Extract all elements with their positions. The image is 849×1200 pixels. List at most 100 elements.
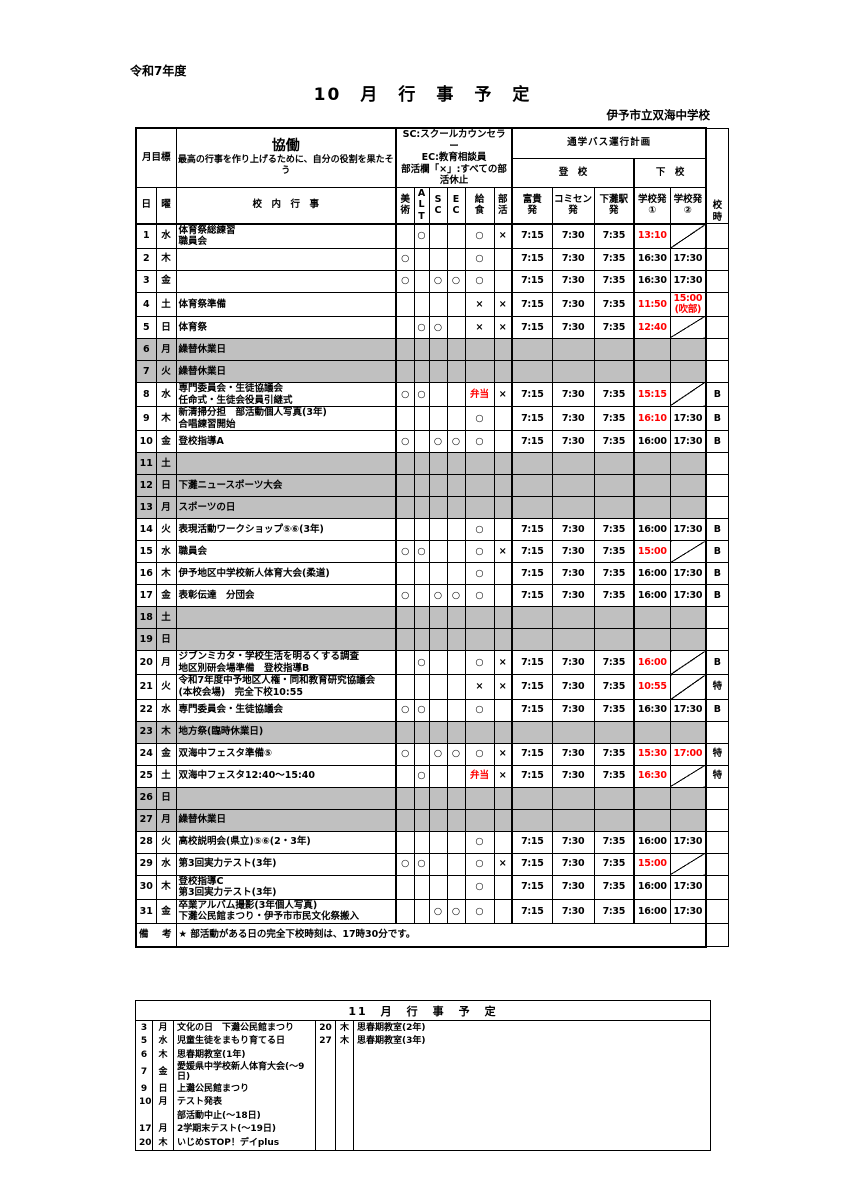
art-mark — [395, 291, 415, 317]
schedule-code — [705, 628, 729, 652]
legend-notes: SC:スクールカウンセラー EC:教育相談員 部活欄「×」:すべての部活休止 — [395, 126, 513, 188]
station-time — [593, 359, 635, 383]
nov-weekday-cell: 金 — [152, 1061, 174, 1083]
goal-text: 最高の行事を作り上げるために、自分の役割を果たそう — [177, 154, 394, 176]
lunch-mark: ○ — [464, 698, 495, 722]
weekday-cell: 水 — [155, 540, 177, 564]
school-dep2-time — [669, 474, 708, 498]
day-cell: 21 — [135, 674, 157, 700]
sc-mark — [428, 474, 448, 498]
fuki-time: 7:15 — [511, 540, 553, 564]
weekday-cell: 土 — [155, 452, 177, 476]
october-day-row: 17 金表彰伝達 分団会 ○ ○ ○ ○ 7:15 7:30 7:35 16:00 17:30 B — [135, 584, 729, 608]
alt-mark — [413, 898, 430, 924]
club-column-header: 部 活 — [493, 186, 513, 225]
events-cell — [175, 452, 397, 476]
nov-weekday-cell: 水 — [152, 1034, 174, 1048]
schedule-code — [705, 359, 729, 383]
october-day-row: 29 水第3回実力テスト(3年) ○ ○ ○ × 7:15 7:30 7:35 15:00 — [135, 852, 729, 876]
sc-mark — [428, 247, 448, 271]
station-time: 7:35 — [593, 247, 635, 271]
comisen-time: 7:30 — [551, 562, 595, 586]
ec-mark — [446, 874, 466, 900]
schedule-code — [705, 247, 729, 271]
station-time: 7:35 — [593, 223, 635, 249]
day-cell: 25 — [135, 764, 157, 788]
school-dep1-time — [633, 786, 671, 810]
ec-mark — [446, 764, 466, 788]
comisen-time: 7:30 — [551, 406, 595, 432]
school-dep2-time — [669, 764, 708, 788]
club-mark — [493, 430, 513, 454]
day-cell: 24 — [135, 742, 157, 766]
ec-mark — [446, 606, 466, 630]
day-column-header: 日 — [135, 186, 157, 225]
nov-weekday-cell — [335, 1095, 354, 1110]
day-cell: 5 — [135, 315, 157, 339]
alt-mark — [413, 474, 430, 498]
alt-mark: ○ — [413, 650, 430, 676]
weekday-cell: 金 — [155, 269, 177, 293]
weekday-cell: 日 — [155, 474, 177, 498]
station-time: 7:35 — [593, 584, 635, 608]
events-cell — [175, 786, 397, 810]
events-cell: 登校指導A — [175, 430, 397, 454]
school-dep2-time — [669, 359, 708, 383]
october-day-row: 21 火令和7年度中予地区人権・同和教育研究協議会 (本校会場) 完全下校10:5… — [135, 674, 729, 700]
club-mark: × — [493, 223, 513, 249]
sc-mark: ○ — [428, 430, 448, 454]
lunch-mark — [464, 496, 495, 520]
november-schedule-table: 11 月 行 事 予 定 3 月文化の日 下灘公民館まつり 20 木思春期教室(2年)… — [134, 1000, 712, 1151]
nov-weekday-cell: 日 — [152, 1082, 174, 1096]
nov-day-cell — [315, 1109, 336, 1123]
fuki-time: 7:15 — [511, 698, 553, 722]
comisen-time — [551, 720, 595, 744]
day-cell: 27 — [135, 808, 157, 832]
october-day-row: 15 水職員会 ○ ○ ○ × 7:15 7:30 7:35 15:00 B — [135, 540, 729, 564]
club-mark — [493, 628, 513, 652]
ec-mark — [446, 674, 466, 700]
school-dep2-time — [669, 852, 708, 876]
nov-weekday-cell: 月 — [152, 1020, 174, 1035]
alt-mark: ○ — [413, 315, 430, 339]
school-dep1-time: 15:00 — [633, 852, 671, 876]
weekday-cell: 土 — [155, 764, 177, 788]
schedule-code — [705, 852, 729, 876]
alt-mark: ○ — [413, 381, 430, 408]
nov-weekday-cell: 月 — [152, 1095, 174, 1110]
sc-mark — [428, 452, 448, 476]
club-mark: × — [493, 540, 513, 564]
weekday-cell: 金 — [155, 898, 177, 924]
lunch-mark: ○ — [464, 584, 495, 608]
alt-mark — [413, 720, 430, 744]
october-schedule-table: 月目標 協働 最高の行事を作り上げるために、自分の役割を果たそう SC:スクール… — [134, 126, 729, 948]
october-day-row: 26 日 — [135, 786, 729, 810]
comisen-time: 7:30 — [551, 223, 595, 249]
nov-day-cell: 27 — [315, 1034, 336, 1048]
station-time — [593, 786, 635, 810]
school-dep1-time: 15:15 — [633, 381, 671, 408]
november-row: 17 月 2学期末テスト(～19日) — [135, 1122, 712, 1137]
sc-mark: ○ — [428, 584, 448, 608]
art-mark — [395, 898, 415, 924]
day-cell: 8 — [135, 381, 157, 408]
day-cell: 15 — [135, 540, 157, 564]
november-row: 7 金愛媛県中学校新人体育大会(～9日) — [135, 1061, 712, 1083]
fuki-time: 7:15 — [511, 830, 553, 854]
school-dep1-time: 16:10 — [633, 406, 671, 432]
schedule-code: B — [705, 540, 729, 564]
school-dep2-time — [669, 628, 708, 652]
alt-mark — [413, 247, 430, 271]
day-cell: 10 — [135, 430, 157, 454]
page-title: 10 月 行 事 予 定 — [313, 85, 532, 105]
nov-day-cell — [315, 1082, 336, 1096]
nov-weekday-cell: 木 — [335, 1034, 354, 1048]
station-time — [593, 452, 635, 476]
sc-mark — [428, 720, 448, 744]
october-day-row: 9 木新清掃分担 部活動個人写真(3年) 合唱練習開始 ○ 7:15 7:30 7:35 1… — [135, 406, 729, 432]
school-dep1-time: 11:50 — [633, 291, 671, 317]
fuki-time: 7:15 — [511, 898, 553, 924]
art-mark — [395, 874, 415, 900]
fuki-time — [511, 337, 553, 361]
school-dep2-time — [669, 540, 708, 564]
